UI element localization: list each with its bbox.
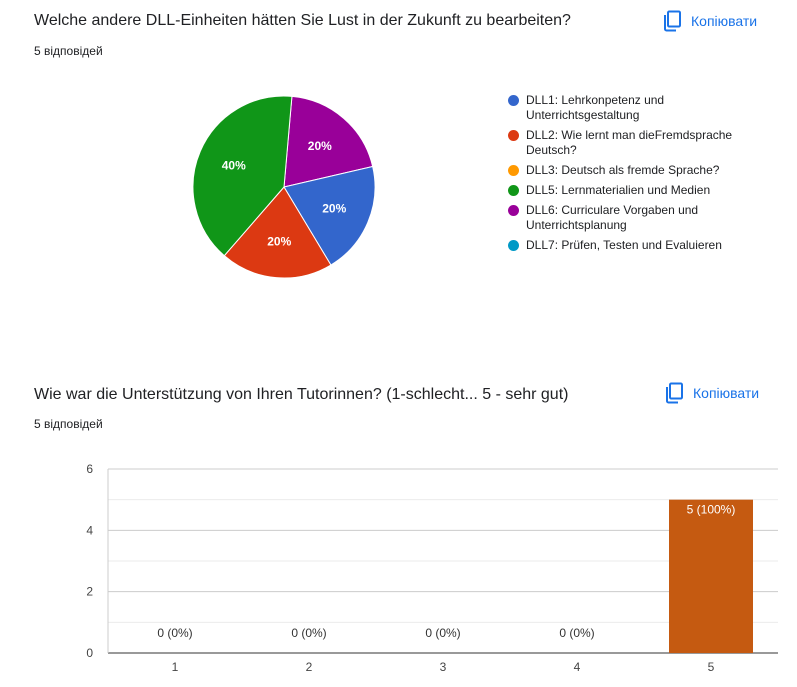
legend-swatch (508, 185, 519, 196)
y-tick-label: 2 (86, 585, 93, 599)
copy-button-label: Копіювати (691, 13, 758, 29)
legend-swatch (508, 240, 519, 251)
legend-item: DLL5: Lernmaterialien und Medien (508, 183, 758, 198)
bar-data-label: 0 (0%) (291, 626, 326, 640)
response-count: 5 відповідей (34, 44, 103, 58)
question-card-2: Wie war die Unterstützung von Ihren Tuto… (0, 375, 797, 687)
legend-item: DLL1: Lehrkonpetenz und Unterrichtsgesta… (508, 93, 758, 123)
y-tick-label: 4 (86, 523, 93, 537)
copy-button-label: Копіювати (693, 385, 760, 401)
pie-slice-label: 40% (222, 159, 246, 173)
pie-slice (223, 186, 332, 279)
x-tick-label: 3 (440, 660, 447, 674)
bar-data-label: 5 (100%) (687, 503, 736, 517)
legend-swatch (508, 130, 519, 141)
copy-icon (665, 382, 685, 404)
question-title: Wie war die Unterstützung von Ihren Tuto… (34, 386, 569, 403)
question-title: Welche andere DLL-Einheiten hätten Sie L… (34, 12, 571, 29)
legend-swatch (508, 95, 519, 106)
legend-swatch (508, 165, 519, 176)
legend-label: DLL6: Curriculare Vorgaben und Unterrich… (526, 203, 699, 232)
legend-label: DLL5: Lernmaterialien und Medien (526, 183, 711, 197)
y-tick-label: 6 (86, 462, 93, 476)
bar-chart: 0 2 4 6 0 (0%) 1 0 (0%) 2 0 (0%) 3 0 (0%) 4 5 (100%)… (86, 462, 778, 674)
response-count: 5 відповідей (34, 417, 103, 431)
legend-label: DLL7: Prüfen, Testen und Evaluieren (526, 238, 722, 252)
pie-slice (283, 95, 374, 188)
legend-label: DLL2: Wie lernt man dieFremdsprache Deut… (526, 128, 733, 157)
x-tick-label: 1 (172, 660, 179, 674)
bar-data-label: 0 (0%) (559, 626, 594, 640)
legend-swatch (508, 205, 519, 216)
legend-item: DLL6: Curriculare Vorgaben und Unterrich… (508, 203, 758, 233)
legend-item: DLL3: Deutsch als fremde Sprache? (508, 163, 758, 178)
legend-item: DLL7: Prüfen, Testen und Evaluieren (508, 238, 758, 253)
pie-slice (192, 95, 293, 257)
legend-label: DLL1: Lehrkonpetenz und Unterrichtsgesta… (526, 93, 665, 122)
pie-slice-label: 20% (308, 139, 332, 153)
pie-chart: 20% 20% 20% 40% (192, 95, 376, 279)
question-card-1: Welche andere DLL-Einheiten hätten Sie L… (0, 0, 797, 340)
copy-button[interactable]: Копіювати (663, 10, 757, 32)
bar (669, 499, 753, 653)
pie-slice (283, 165, 376, 266)
bar-data-label: 0 (0%) (157, 626, 192, 640)
pie-slice-label: 20% (322, 201, 346, 215)
pie-legend: DLL1: Lehrkonpetenz und Unterrichtsgesta… (508, 93, 758, 258)
copy-button[interactable]: Копіювати (665, 382, 759, 404)
copy-icon (663, 10, 683, 32)
x-tick-label: 2 (306, 660, 313, 674)
bar-data-label: 0 (0%) (425, 626, 460, 640)
x-tick-label: 5 (708, 660, 715, 674)
y-tick-label: 0 (86, 646, 93, 660)
pie-slice-label: 20% (267, 234, 291, 248)
legend-item: DLL2: Wie lernt man dieFremdsprache Deut… (508, 128, 758, 158)
x-tick-label: 4 (574, 660, 581, 674)
legend-label: DLL3: Deutsch als fremde Sprache? (526, 163, 720, 177)
